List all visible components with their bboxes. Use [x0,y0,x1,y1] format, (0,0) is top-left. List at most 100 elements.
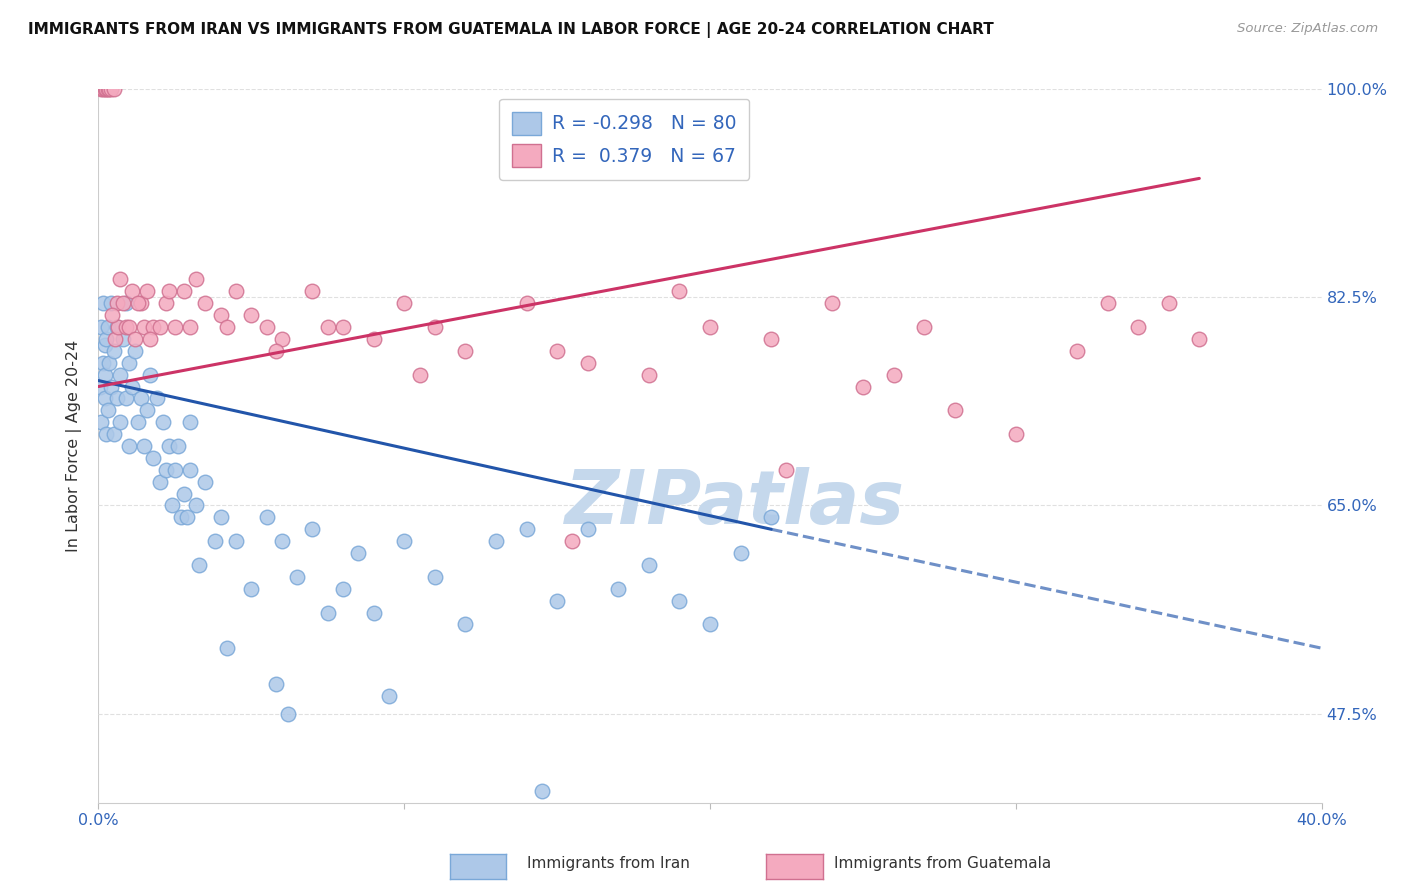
Point [454,343,477,358]
Point [149,320,172,334]
Point [160,499,183,513]
Point [129,392,152,406]
Text: ZIPatlas: ZIPatlas [564,467,904,540]
Text: Immigrants from Guatemala: Immigrants from Guatemala [834,856,1052,871]
Point [546,343,568,358]
Point [134,320,156,334]
Point [301,285,323,299]
Point [91,82,114,96]
Point [127,415,149,429]
Point [186,272,208,286]
Point [423,570,446,584]
Point [215,320,238,334]
Point [285,570,308,584]
Point [94,332,117,346]
Point [108,368,131,382]
Point [775,463,797,477]
Point [163,320,186,334]
Point [100,379,122,393]
Point [163,463,186,477]
Point [204,534,226,549]
Point [668,285,690,299]
Point [155,296,177,310]
Point [761,332,783,346]
Point [129,296,152,310]
Point [136,403,159,417]
Point [149,475,172,489]
Point [363,332,385,346]
Point [179,463,201,477]
Point [139,368,162,382]
Point [454,617,477,632]
Point [516,296,538,310]
Point [170,510,193,524]
Point [1188,332,1211,346]
Point [103,427,125,442]
Point [408,368,430,382]
Point [127,296,149,310]
Point [264,677,287,691]
Text: IMMIGRANTS FROM IRAN VS IMMIGRANTS FROM GUATEMALA IN LABOR FORCE | AGE 20-24 COR: IMMIGRANTS FROM IRAN VS IMMIGRANTS FROM … [28,22,994,38]
Point [115,296,138,310]
Point [332,320,354,334]
Point [530,784,553,798]
Point [264,343,287,358]
Point [97,403,120,417]
Point [118,356,141,370]
Point [943,403,966,417]
Point [638,558,661,572]
Point [142,450,165,465]
Point [546,593,568,607]
Y-axis label: In Labor Force | Age 20-24: In Labor Force | Age 20-24 [66,340,83,552]
Point [186,499,208,513]
Point [90,82,112,96]
Point [699,320,721,334]
Point [107,320,129,334]
Point [167,439,190,453]
Point [316,320,339,334]
Point [561,534,583,549]
Point [118,439,141,453]
Point [105,296,128,310]
Point [516,522,538,536]
Point [852,379,875,393]
Point [139,332,162,346]
Point [209,510,232,524]
Point [118,320,141,334]
Point [145,392,167,406]
Point [699,617,721,632]
Point [270,332,294,346]
Point [121,379,143,393]
Point [103,82,125,96]
Point [1004,427,1026,442]
Point [98,356,121,370]
Point [90,320,112,334]
Point [101,308,124,322]
Point [93,368,115,382]
Point [179,415,201,429]
Text: Immigrants from Iran: Immigrants from Iran [527,856,690,871]
Point [134,439,156,453]
Point [194,296,217,310]
Point [576,522,599,536]
Point [115,392,138,406]
Text: Source: ZipAtlas.com: Source: ZipAtlas.com [1237,22,1378,36]
Point [821,296,844,310]
Point [316,606,339,620]
Point [115,320,138,334]
Point [378,689,401,703]
Point [1157,296,1180,310]
Point [97,82,120,96]
Point [730,546,752,560]
Point [607,582,630,596]
Point [668,593,690,607]
Point [152,415,174,429]
Point [108,415,131,429]
Point [155,463,177,477]
Point [301,522,323,536]
Point [173,486,195,500]
Point [215,641,238,656]
Point [94,427,117,442]
Point [111,332,134,346]
Point [111,296,134,310]
